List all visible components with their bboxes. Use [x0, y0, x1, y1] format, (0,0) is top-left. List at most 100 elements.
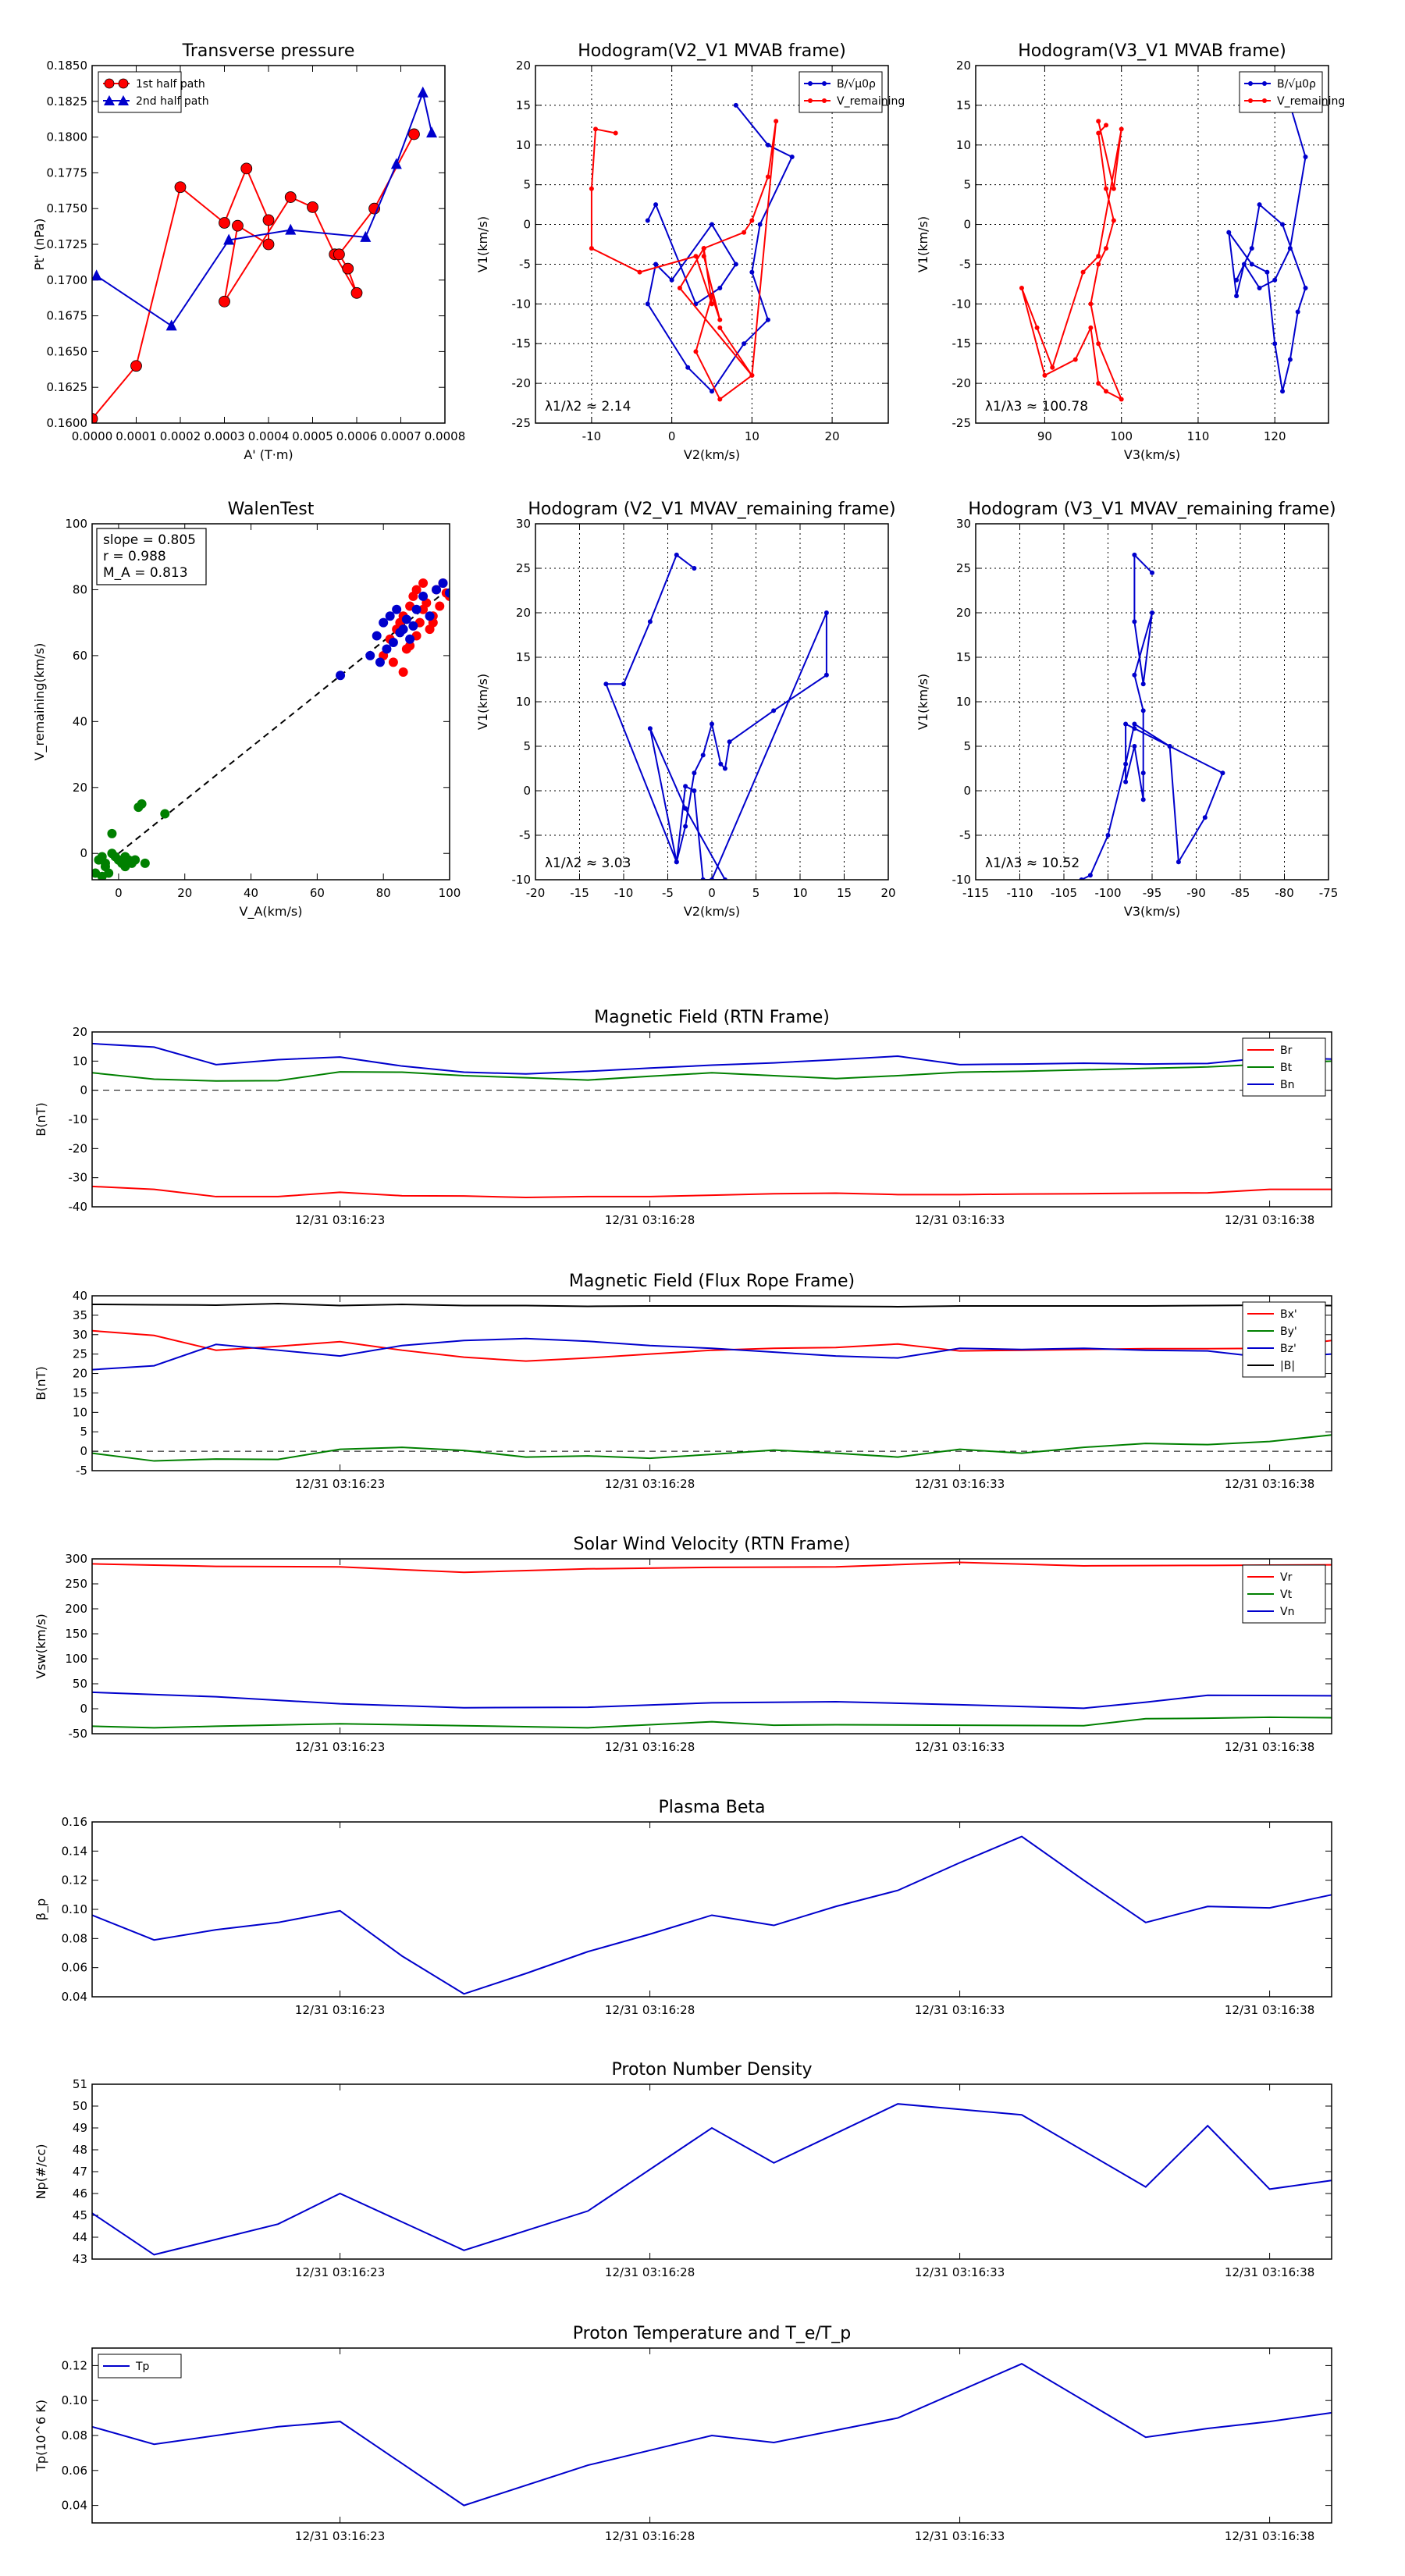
- data-point: [1096, 262, 1101, 267]
- y-tick-label-7: 25: [956, 561, 971, 575]
- data-point: [1257, 202, 1262, 208]
- x-axis-label: V_A(km/s): [240, 904, 303, 920]
- x-tick-label-6: 10: [792, 886, 807, 900]
- x-tick-label-3: 0.0003: [204, 429, 245, 443]
- y-axis-label: B(nT): [34, 1102, 48, 1136]
- y-tick-label-4: 0.12: [62, 1873, 87, 1888]
- data-point: [1123, 779, 1129, 785]
- y-tick-label-2: 45: [73, 2208, 87, 2222]
- x-tick-label-7: 15: [837, 886, 852, 900]
- chart-title: Plasma Beta: [659, 1798, 766, 1817]
- data-point: [1295, 309, 1300, 315]
- y-tick-label-1: 0.1625: [47, 380, 88, 394]
- y-axis-label: Tp(10^6 K): [34, 2400, 48, 2472]
- data-point: [1280, 222, 1286, 227]
- chart-title: Hodogram(V2_V1 MVAB frame): [578, 41, 846, 61]
- chart-title: Proton Number Density: [612, 2060, 813, 2080]
- axes-frame: [91, 523, 450, 881]
- data-point: [1272, 277, 1278, 283]
- x-tick-label-3: -5: [662, 886, 674, 900]
- y-tick-label-6: 20: [73, 1025, 87, 1039]
- x-axis-label: V2(km/s): [684, 904, 740, 919]
- data-point: [727, 739, 732, 745]
- data-point: [240, 162, 253, 175]
- series-line-0: [91, 2363, 1332, 2507]
- x-tick-label-1: 20: [177, 886, 192, 900]
- data-point: [1234, 294, 1240, 299]
- y-tick-label-1: -20: [512, 376, 532, 390]
- data-point: [438, 578, 448, 588]
- data-point: [165, 319, 177, 331]
- series-line-0: [604, 553, 827, 880]
- data-point: [375, 657, 385, 667]
- data-point: [613, 130, 618, 136]
- data-point: [92, 269, 102, 281]
- chart-title: Proton Temperature and T_e/T_p: [573, 2324, 851, 2343]
- x-tick-label-0: 12/31 03:16:23: [295, 1213, 385, 1227]
- data-point: [1264, 269, 1270, 275]
- y-tick-label-4: 10: [516, 695, 531, 709]
- data-point: [674, 859, 679, 865]
- data-point: [742, 229, 747, 235]
- data-point: [1019, 285, 1024, 290]
- series-line-0: [91, 1835, 1332, 1995]
- series-line-0: [92, 133, 415, 420]
- y-tick-label-6: 5: [963, 178, 971, 192]
- x-tick-label-3: 12/31 03:16:38: [1225, 2265, 1314, 2279]
- y-tick-label-6: 250: [65, 1577, 87, 1591]
- y-tick-label-1: 0: [80, 1444, 87, 1458]
- y-tick-label-6: 5: [523, 178, 531, 192]
- data-point: [593, 126, 599, 132]
- x-tick-label-3: 20: [825, 429, 840, 443]
- legend-marker-0: [808, 81, 813, 86]
- data-point: [1167, 744, 1172, 749]
- series-line-0: [91, 1329, 1332, 1362]
- data-point: [395, 628, 405, 638]
- data-point: [1096, 254, 1101, 259]
- data-point: [445, 588, 450, 598]
- legend: Bx' By' Bz' |B|: [1242, 1301, 1326, 1378]
- legend-frame: [98, 71, 182, 113]
- axes-frame: [91, 65, 446, 424]
- y-tick-label-1: 44: [73, 2230, 87, 2244]
- data-point: [130, 360, 142, 372]
- plot-area: [1019, 102, 1308, 402]
- y-tick-label-8: 30: [956, 517, 971, 531]
- data-point: [262, 238, 275, 251]
- y-axis-label: V1(km/s): [475, 216, 490, 272]
- data-point: [677, 285, 682, 290]
- series-line-1: [1020, 121, 1123, 401]
- y-tick-label-3: 5: [963, 739, 971, 753]
- data-point: [692, 770, 697, 776]
- y-axis-label: V1(km/s): [916, 674, 930, 730]
- data-point: [1111, 186, 1116, 191]
- series-line-1: [590, 121, 777, 400]
- chart-ts3: 12/31 03:16:23 12/31 03:16:28 12/31 03:16:…: [34, 1535, 1332, 1754]
- y-tick-label-2: 50: [73, 1677, 87, 1691]
- y-tick-label-0: 0.04: [62, 2499, 87, 2513]
- y-tick-label-3: -10: [69, 1112, 88, 1126]
- series-line-0: [91, 2103, 1332, 2256]
- y-tick-label-3: 10: [73, 1405, 87, 1419]
- y-tick-label-2: 40: [73, 714, 87, 728]
- x-tick-label-3: 12/31 03:16:38: [1225, 1477, 1314, 1491]
- x-tick-label-1: 12/31 03:16:28: [605, 2003, 695, 2017]
- legend-marker-1: [104, 95, 115, 105]
- legend-label-1: By': [1280, 1325, 1297, 1338]
- y-tick-label-1: 20: [73, 781, 87, 795]
- legend-label-0: Bx': [1280, 1308, 1297, 1321]
- data-point: [710, 721, 714, 727]
- y-axis-label: Pt' (nPa): [32, 219, 47, 271]
- data-point: [1096, 130, 1101, 136]
- data-point: [1150, 610, 1154, 615]
- y-tick-label-5: 0.14: [62, 1844, 87, 1858]
- x-tick-label-3: 12/31 03:16:38: [1225, 1740, 1314, 1754]
- data-point: [685, 365, 691, 370]
- y-tick-label-5: 200: [65, 1602, 87, 1616]
- data-point: [1119, 126, 1124, 132]
- x-tick-label-3: 120: [1264, 429, 1286, 443]
- plot-area: [589, 102, 795, 402]
- data-point: [1303, 285, 1308, 290]
- x-tick-label-0: -20: [526, 886, 546, 900]
- data-point: [683, 824, 688, 829]
